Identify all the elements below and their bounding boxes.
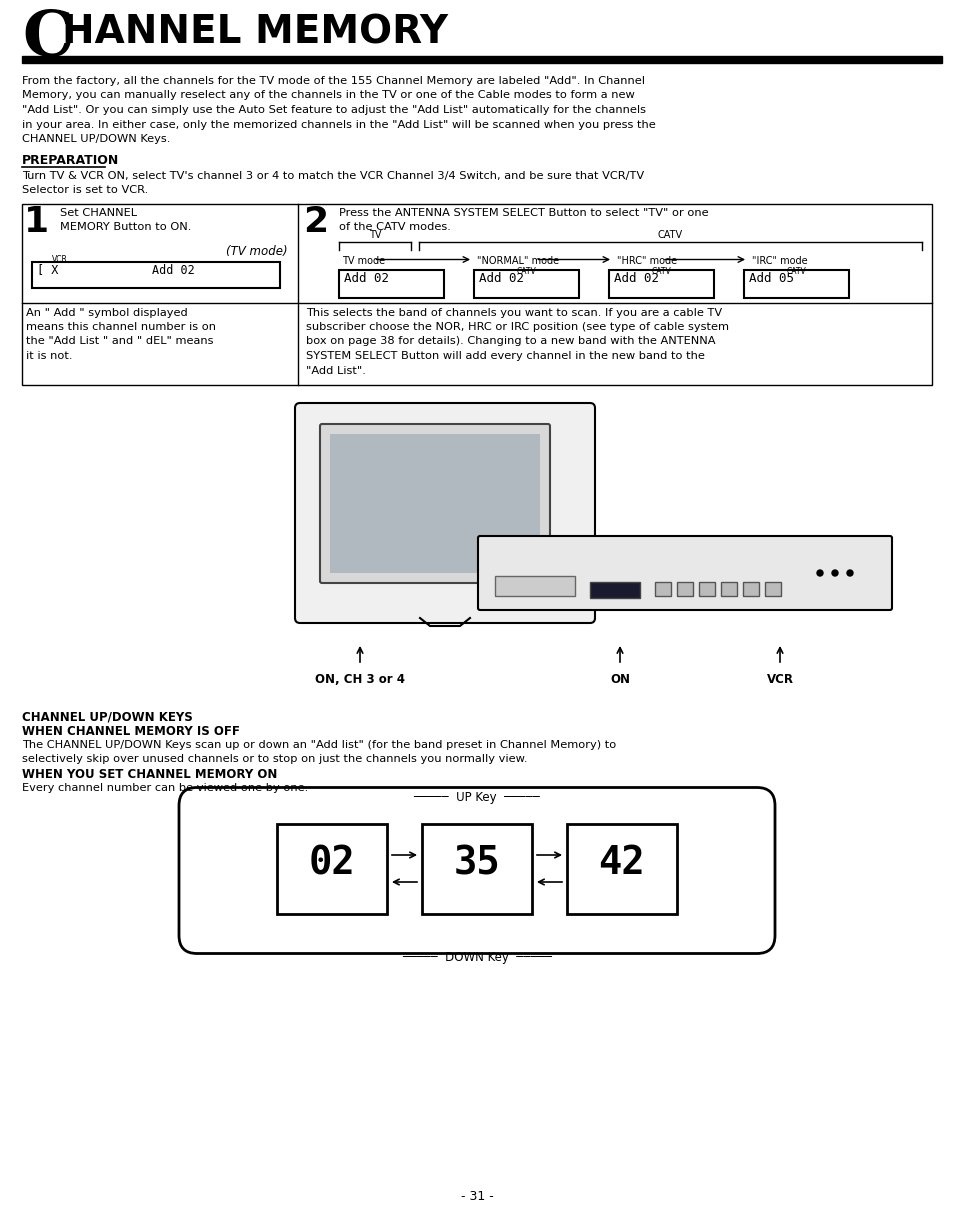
- Text: "Add List".: "Add List".: [306, 366, 366, 376]
- Text: 2: 2: [303, 205, 328, 239]
- Bar: [566, 824, 677, 913]
- Bar: [421, 824, 532, 913]
- Text: Add 02: Add 02: [344, 273, 389, 285]
- Text: An " Add " symbol displayed: An " Add " symbol displayed: [26, 308, 188, 318]
- Text: VCR: VCR: [765, 673, 793, 686]
- Text: 1: 1: [24, 205, 49, 239]
- Text: Memory, you can manually reselect any of the channels in the TV or one of the Ca: Memory, you can manually reselect any of…: [22, 91, 634, 100]
- Text: Add 02: Add 02: [478, 273, 523, 285]
- Text: SYSTEM SELECT Button will add every channel in the new band to the: SYSTEM SELECT Button will add every chan…: [306, 352, 704, 361]
- Bar: [699, 582, 714, 596]
- Text: "NORMAL" mode: "NORMAL" mode: [476, 256, 558, 266]
- Circle shape: [846, 570, 852, 576]
- Text: TV: TV: [369, 230, 381, 239]
- Text: This selects the band of channels you want to scan. If you are a cable TV: This selects the band of channels you wa…: [306, 308, 721, 318]
- Text: CATV: CATV: [786, 267, 805, 277]
- Text: the "Add List " and " dEL" means: the "Add List " and " dEL" means: [26, 337, 213, 347]
- Text: [ X: [ X: [37, 263, 58, 277]
- FancyBboxPatch shape: [294, 403, 595, 623]
- Bar: [495, 576, 575, 596]
- Bar: [330, 434, 539, 573]
- Text: CATV: CATV: [651, 267, 671, 277]
- Text: ─────  DOWN Key  ─────: ───── DOWN Key ─────: [401, 952, 552, 964]
- Text: 42: 42: [598, 844, 644, 883]
- Circle shape: [831, 570, 837, 576]
- Text: Press the ANTENNA SYSTEM SELECT Button to select "TV" or one: Press the ANTENNA SYSTEM SELECT Button t…: [338, 209, 708, 219]
- Text: box on page 38 for details). Changing to a new band with the ANTENNA: box on page 38 for details). Changing to…: [306, 337, 715, 347]
- Text: (TV mode): (TV mode): [226, 245, 288, 259]
- FancyBboxPatch shape: [179, 788, 774, 953]
- Text: "HRC" mode: "HRC" mode: [617, 256, 677, 266]
- Bar: [589, 582, 639, 598]
- Bar: [742, 582, 759, 596]
- Text: of the CATV modes.: of the CATV modes.: [338, 221, 451, 232]
- Bar: [276, 824, 387, 913]
- Text: VCR: VCR: [52, 256, 68, 265]
- Text: Add 05: Add 05: [748, 273, 793, 285]
- Text: 02: 02: [309, 844, 355, 883]
- Text: CHANNEL UP/DOWN Keys.: CHANNEL UP/DOWN Keys.: [22, 134, 171, 144]
- Text: means this channel number is on: means this channel number is on: [26, 323, 215, 332]
- Text: ON: ON: [609, 673, 629, 686]
- Text: WHEN CHANNEL MEMORY IS OFF: WHEN CHANNEL MEMORY IS OFF: [22, 725, 239, 738]
- Circle shape: [816, 570, 822, 576]
- Text: ─────  UP Key  ─────: ───── UP Key ─────: [414, 790, 539, 803]
- Text: Set CHANNEL: Set CHANNEL: [60, 209, 137, 219]
- Text: subscriber choose the NOR, HRC or IRC position (see type of cable system: subscriber choose the NOR, HRC or IRC po…: [306, 323, 728, 332]
- Text: WHEN YOU SET CHANNEL MEMORY ON: WHEN YOU SET CHANNEL MEMORY ON: [22, 768, 277, 782]
- Text: Turn TV & VCR ON, select TV's channel 3 or 4 to match the VCR Channel 3/4 Switch: Turn TV & VCR ON, select TV's channel 3 …: [22, 170, 643, 180]
- Text: The CHANNEL UP/DOWN Keys scan up or down an "Add list" (for the band preset in C: The CHANNEL UP/DOWN Keys scan up or down…: [22, 739, 616, 749]
- FancyBboxPatch shape: [477, 536, 891, 610]
- Bar: [677, 582, 692, 596]
- Bar: [608, 269, 713, 297]
- Bar: [22, 56, 941, 63]
- Bar: [743, 269, 848, 297]
- Text: "Add List". Or you can simply use the Auto Set feature to adjust the "Add List" : "Add List". Or you can simply use the Au…: [22, 105, 645, 115]
- FancyBboxPatch shape: [319, 424, 550, 583]
- Text: From the factory, all the channels for the TV mode of the 155 Channel Memory are: From the factory, all the channels for t…: [22, 76, 644, 86]
- Bar: [655, 582, 670, 596]
- Text: C: C: [22, 8, 72, 69]
- Bar: [764, 582, 781, 596]
- Text: - 31 -: - 31 -: [460, 1190, 493, 1203]
- Bar: [338, 269, 443, 297]
- Text: CHANNEL UP/DOWN KEYS: CHANNEL UP/DOWN KEYS: [22, 712, 193, 724]
- Text: CATV: CATV: [658, 230, 682, 239]
- Bar: [22, 203, 931, 385]
- Text: MEMORY Button to ON.: MEMORY Button to ON.: [60, 221, 192, 232]
- Bar: [474, 269, 578, 297]
- Text: Selector is set to VCR.: Selector is set to VCR.: [22, 185, 148, 194]
- Text: ON, CH 3 or 4: ON, CH 3 or 4: [314, 673, 405, 686]
- Text: CATV: CATV: [517, 267, 536, 277]
- Text: "IRC" mode: "IRC" mode: [751, 256, 807, 266]
- Text: HANNEL MEMORY: HANNEL MEMORY: [62, 14, 448, 52]
- Bar: [32, 261, 280, 288]
- Text: PREPARATION: PREPARATION: [22, 155, 119, 168]
- Text: TV mode: TV mode: [341, 256, 385, 266]
- Text: it is not.: it is not.: [26, 352, 72, 361]
- Text: 35: 35: [453, 844, 500, 883]
- Text: Add 02: Add 02: [152, 263, 194, 277]
- Text: in your area. In either case, only the memorized channels in the "Add List" will: in your area. In either case, only the m…: [22, 120, 655, 129]
- Bar: [720, 582, 737, 596]
- Text: selectively skip over unused channels or to stop on just the channels you normal: selectively skip over unused channels or…: [22, 754, 527, 763]
- Text: Every channel number can be viewed one by one.: Every channel number can be viewed one b…: [22, 783, 308, 792]
- Text: Add 02: Add 02: [614, 273, 659, 285]
